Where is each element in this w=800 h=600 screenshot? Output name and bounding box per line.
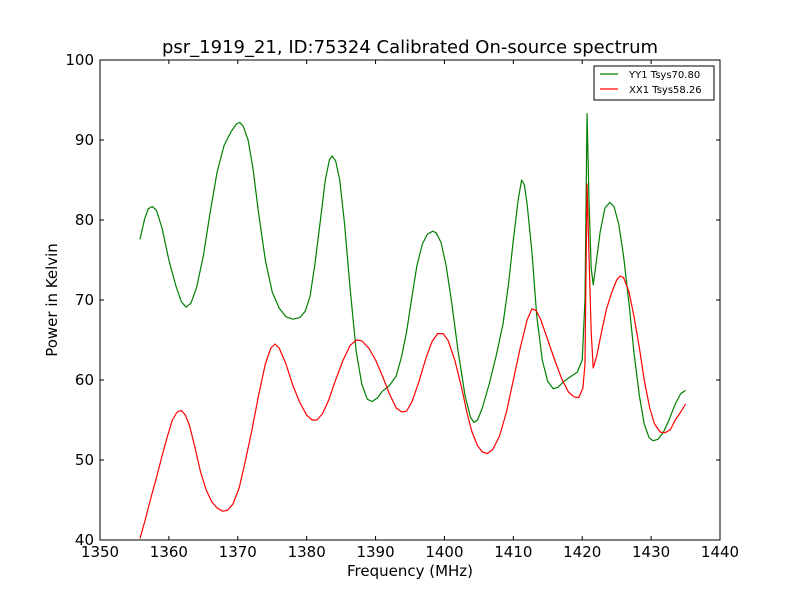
y-tick-label: 80: [75, 211, 94, 229]
chart-title: psr_1919_21, ID:75324 Calibrated On-sour…: [162, 37, 658, 58]
series-line-xx1: [139, 183, 687, 539]
y-tick-label: 70: [75, 291, 94, 309]
series-lines: [139, 113, 687, 539]
y-tick-label: 90: [75, 131, 94, 149]
legend-frame: [593, 65, 715, 101]
x-tick-label: 1430: [632, 543, 670, 561]
x-tick-label: 1390: [356, 543, 394, 561]
y-tick-label: 50: [75, 451, 94, 469]
x-tick-label: 1350: [81, 543, 119, 561]
y-tick-label: 60: [75, 371, 94, 389]
axis-ticks: 1350 1360 1370 1380 1390 1400 1410 1420 1430 1440…: [65, 51, 739, 561]
legend: YY1 Tsys70.80 XX1 Tsys58.26: [593, 65, 715, 101]
x-tick-label: 1370: [219, 543, 257, 561]
plot-area: 1350 1360 1370 1380 1390 1400 1410 1420 1430 1440…: [65, 51, 739, 561]
y-tick-label: 40: [75, 531, 94, 549]
x-tick-label: 1420: [563, 543, 601, 561]
y-axis-label: Power in Kelvin: [43, 243, 61, 357]
x-tick-label: 1400: [425, 543, 463, 561]
x-tick-label: 1410: [494, 543, 532, 561]
x-axis-label: Frequency (MHz): [347, 562, 473, 580]
legend-label-yy1: YY1 Tsys70.80: [628, 70, 700, 81]
x-tick-label: 1440: [701, 543, 739, 561]
y-tick-label: 100: [65, 51, 94, 69]
legend-label-xx1: XX1 Tsys58.26: [629, 85, 702, 96]
x-tick-label: 1380: [288, 543, 326, 561]
x-tick-label: 1360: [150, 543, 188, 561]
plot-frame: [99, 59, 721, 541]
series-line-yy1: [139, 113, 686, 442]
